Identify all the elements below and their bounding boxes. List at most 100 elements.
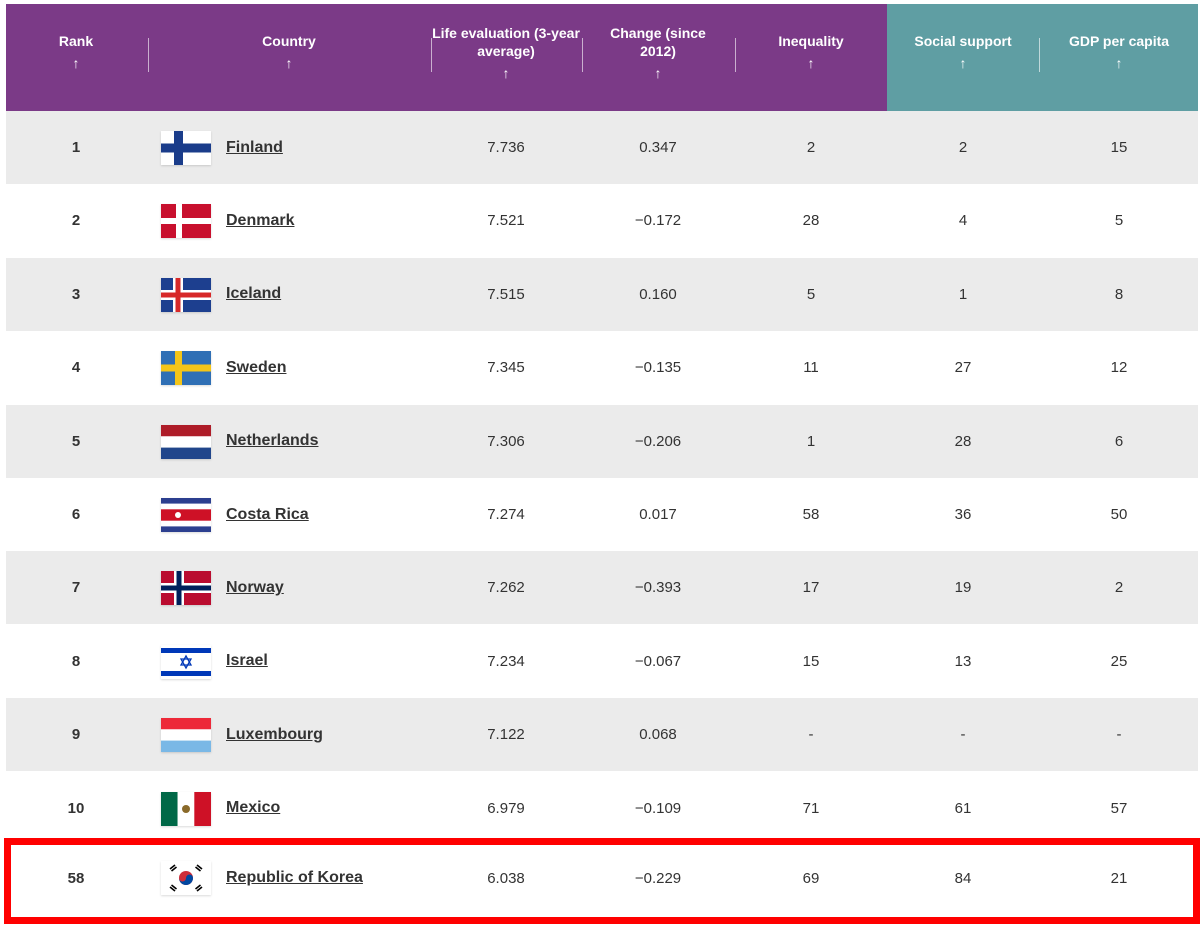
cell-life: 6.979 bbox=[487, 799, 525, 817]
cell-gdp: 57 bbox=[1110, 799, 1128, 817]
happiness-ranking-table: Rank ↑ Country ↑ Life evaluation (3-year… bbox=[6, 4, 1198, 913]
luxembourg-flag-icon bbox=[161, 718, 211, 753]
cell-inequality: 15 bbox=[802, 652, 820, 670]
column-header-label: Social support bbox=[914, 33, 1012, 49]
header-divider bbox=[148, 38, 149, 72]
cell-gdp: - bbox=[1116, 726, 1122, 744]
cell-rank: 1 bbox=[71, 139, 81, 156]
sort-arrow-icon: ↑ bbox=[807, 55, 815, 71]
column-header-label: Inequality bbox=[778, 33, 844, 49]
iceland-flag-icon bbox=[161, 277, 211, 312]
cell-life: 7.122 bbox=[487, 726, 525, 744]
sort-arrow-icon: ↑ bbox=[959, 55, 967, 71]
column-header-label: Rank bbox=[58, 33, 94, 49]
cell-change: 0.017 bbox=[639, 506, 677, 523]
cell-rank: 2 bbox=[71, 212, 81, 230]
cell-life: 7.306 bbox=[487, 432, 525, 450]
cell-life: 7.736 bbox=[487, 139, 525, 156]
cell-life: 7.515 bbox=[487, 285, 525, 303]
table-row: 8 7.234 −0.067 15 13 25 Israel bbox=[6, 624, 1198, 698]
column-header-social-support[interactable]: Social support ↑ bbox=[888, 4, 1038, 111]
cell-country: Republic of Korea bbox=[226, 843, 426, 913]
cell-country: Netherlands bbox=[226, 405, 426, 478]
cell-gdp: 5 bbox=[1114, 212, 1124, 230]
header-band-teal bbox=[887, 4, 1198, 111]
sort-arrow-icon: ↑ bbox=[72, 55, 80, 71]
table-row: 5 7.306 −0.206 1 28 6 Netherlands bbox=[6, 404, 1198, 478]
country-link[interactable]: Republic of Korea bbox=[226, 869, 363, 886]
cell-change: −0.067 bbox=[634, 652, 682, 670]
cell-rank: 9 bbox=[71, 726, 81, 744]
cell-inequality: 58 bbox=[802, 506, 820, 523]
country-link[interactable]: Luxembourg bbox=[226, 725, 323, 743]
country-link[interactable]: Israel bbox=[226, 652, 268, 670]
table-row: 58 6.038 −0.229 69 84 21 Republic of Korea bbox=[6, 843, 1198, 913]
cell-change: 0.160 bbox=[639, 285, 677, 303]
table-row: 4 7.345 −0.135 11 27 12 Sweden bbox=[6, 331, 1198, 405]
cell-gdp: 6 bbox=[1114, 432, 1124, 450]
column-header-label: Country bbox=[262, 33, 316, 49]
country-link[interactable]: Sweden bbox=[226, 358, 287, 376]
sort-arrow-icon: ↑ bbox=[654, 65, 662, 81]
cell-change: −0.172 bbox=[634, 212, 682, 230]
sort-arrow-icon: ↑ bbox=[285, 55, 293, 71]
cell-inequality: 17 bbox=[802, 579, 820, 597]
column-header-gdp-per-capita[interactable]: GDP per capita ↑ bbox=[1040, 4, 1198, 111]
costa-rica-flag-icon bbox=[161, 498, 211, 532]
denmark-flag-icon bbox=[161, 204, 211, 239]
cell-life: 6.038 bbox=[487, 869, 525, 887]
cell-change: −0.206 bbox=[634, 432, 682, 450]
cell-life: 7.274 bbox=[487, 506, 525, 523]
header-divider bbox=[431, 38, 432, 72]
cell-inequality: 1 bbox=[806, 432, 816, 450]
column-header-change[interactable]: Change (since 2012) ↑ bbox=[583, 4, 733, 111]
cell-gdp: 50 bbox=[1110, 506, 1128, 523]
cell-life: 7.262 bbox=[487, 579, 525, 597]
cell-social: 36 bbox=[954, 506, 972, 523]
country-link[interactable]: Norway bbox=[226, 578, 284, 596]
cell-change: 0.347 bbox=[639, 139, 677, 156]
cell-rank: 3 bbox=[71, 285, 81, 303]
cell-rank: 6 bbox=[71, 506, 81, 523]
country-link[interactable]: Denmark bbox=[226, 211, 295, 229]
table-row: 3 7.515 0.160 5 1 8 Iceland bbox=[6, 257, 1198, 331]
israel-flag-icon bbox=[161, 644, 211, 679]
cell-country: Finland bbox=[226, 111, 426, 184]
column-header-life-evaluation[interactable]: Life evaluation (3-year average) ↑ bbox=[432, 4, 580, 111]
cell-country: Denmark bbox=[226, 184, 426, 257]
cell-rank: 5 bbox=[71, 432, 81, 450]
cell-change: −0.109 bbox=[634, 799, 682, 817]
cell-life: 7.521 bbox=[487, 212, 525, 230]
table-header: Rank ↑ Country ↑ Life evaluation (3-year… bbox=[6, 4, 1198, 111]
country-link[interactable]: Costa Rica bbox=[226, 505, 309, 523]
cell-life: 7.234 bbox=[487, 652, 525, 670]
cell-gdp: 2 bbox=[1114, 579, 1124, 597]
cell-social: - bbox=[960, 726, 966, 744]
cell-inequality: 5 bbox=[806, 285, 816, 303]
country-link[interactable]: Iceland bbox=[226, 285, 282, 303]
cell-inequality: 28 bbox=[802, 212, 820, 230]
table-row: 7 7.262 −0.393 17 19 2 Norway bbox=[6, 551, 1198, 625]
country-link[interactable]: Finland bbox=[226, 138, 283, 156]
cell-inequality: 69 bbox=[802, 869, 820, 887]
cell-gdp: 12 bbox=[1110, 359, 1128, 377]
cell-inequality: - bbox=[808, 726, 814, 744]
cell-social: 2 bbox=[958, 139, 968, 156]
country-link[interactable]: Netherlands bbox=[226, 432, 319, 450]
column-header-label: Change (since 2012) bbox=[610, 25, 706, 59]
table-row: 10 6.979 −0.109 71 61 57 Mexico bbox=[6, 771, 1198, 845]
country-link[interactable]: Mexico bbox=[226, 799, 281, 817]
header-divider bbox=[735, 38, 736, 72]
column-header-rank[interactable]: Rank ↑ bbox=[6, 4, 146, 111]
cell-change: −0.229 bbox=[634, 869, 682, 887]
cell-social: 1 bbox=[958, 285, 968, 303]
column-header-inequality[interactable]: Inequality ↑ bbox=[736, 4, 886, 111]
column-header-label: GDP per capita bbox=[1068, 33, 1170, 49]
column-header-country[interactable]: Country ↑ bbox=[149, 4, 429, 111]
cell-change: 0.068 bbox=[639, 726, 677, 744]
netherlands-flag-icon bbox=[161, 424, 211, 459]
cell-country: Norway bbox=[226, 551, 426, 624]
cell-rank: 10 bbox=[67, 799, 85, 817]
cell-inequality: 71 bbox=[802, 799, 820, 817]
cell-change: −0.135 bbox=[634, 359, 682, 377]
